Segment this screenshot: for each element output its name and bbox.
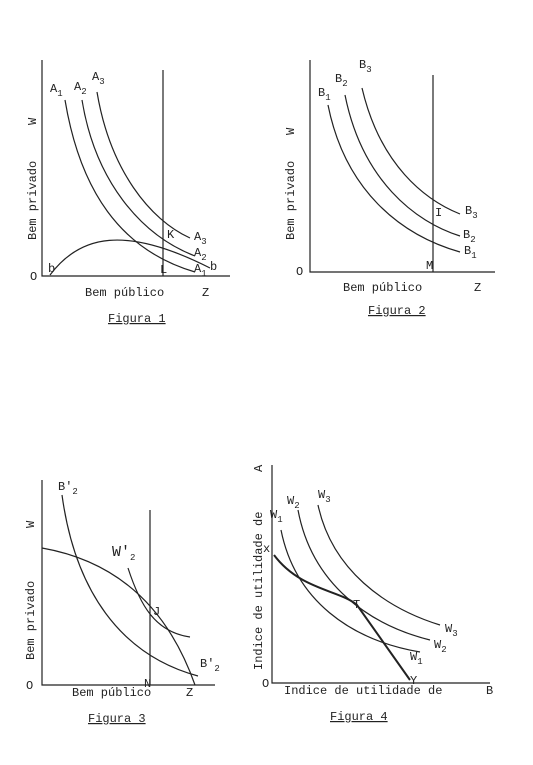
point-label: x <box>263 542 270 556</box>
curve <box>361 87 461 215</box>
origin: O <box>296 265 303 279</box>
point-label: M <box>426 259 433 273</box>
curve-label: B1 <box>464 244 477 261</box>
curve <box>327 104 461 253</box>
point-label: b <box>210 260 217 274</box>
curve-label: W3 <box>445 622 458 639</box>
x-axis-end: Z <box>474 281 481 295</box>
curve <box>49 239 211 276</box>
curve-label: W1 <box>270 508 283 525</box>
point-label: K <box>167 228 175 242</box>
curve-label: A3 <box>92 70 105 87</box>
curve-label: B2 <box>463 228 476 245</box>
curve-label: W2 <box>434 638 447 655</box>
axes <box>271 465 490 684</box>
curve <box>64 99 196 273</box>
curve-label: W1 <box>410 650 423 667</box>
curve-label: W'2 <box>112 544 135 563</box>
curve <box>344 94 461 237</box>
x-axis-label: Indice de utilidade de <box>284 684 442 698</box>
point-label: J <box>153 605 160 619</box>
axes <box>41 480 215 686</box>
x-axis-label: Bem público <box>72 686 151 700</box>
curve-label: B3 <box>359 58 372 75</box>
curve-label: W2 <box>287 494 300 511</box>
curve <box>127 567 191 638</box>
point-label: Y <box>410 674 417 688</box>
curve-label: A2 <box>194 246 207 263</box>
y-axis-label: Indice de utilidade de <box>252 512 266 670</box>
axes <box>41 60 230 277</box>
axes <box>309 60 495 273</box>
curve <box>96 91 191 239</box>
origin: O <box>30 270 37 284</box>
curve-label: B'2 <box>58 480 78 497</box>
curve <box>61 494 199 677</box>
curve <box>297 509 431 641</box>
curve <box>41 547 196 686</box>
curve <box>81 99 196 257</box>
x-axis-end: B <box>486 684 493 698</box>
x-axis-end: Z <box>202 286 209 300</box>
point-label: T <box>353 598 360 612</box>
curve-label: B'2 <box>200 657 220 674</box>
y-axis-top: W <box>24 520 38 528</box>
y-axis-top: W <box>26 117 40 125</box>
caption: Figura 2 <box>368 304 426 318</box>
figure-2: W Bem privado O Bem público Z I M B1 B2 … <box>284 58 495 318</box>
curve-label: A3 <box>194 230 207 247</box>
curve-label: B1 <box>318 86 331 103</box>
curve-label: B3 <box>465 204 478 221</box>
point-label: N <box>144 677 151 691</box>
x-axis-label: Bem público <box>85 286 164 300</box>
y-axis-label: Bem privado <box>24 581 38 660</box>
curve <box>280 529 421 653</box>
figure-4: A Indice de utilidade de O Indice de uti… <box>252 464 493 724</box>
caption: Figura 4 <box>330 710 388 724</box>
y-axis-label: Bem privado <box>26 161 40 240</box>
frontier <box>273 554 411 681</box>
curve-label: A1 <box>50 82 63 99</box>
y-axis-top: W <box>284 127 298 135</box>
x-axis-end: Z <box>186 686 193 700</box>
curve-label: A1 <box>194 262 207 279</box>
x-axis-label: Bem público <box>343 281 422 295</box>
curve-label: A2 <box>74 80 87 97</box>
curve-label: W3 <box>318 488 331 505</box>
caption: Figura 1 <box>108 312 166 326</box>
y-axis-label: Bem privado <box>284 161 298 240</box>
figure-1: W Bem privado O b Bem público Z K L b A1… <box>26 60 230 326</box>
point-label: I <box>435 206 442 220</box>
origin: O <box>262 677 269 691</box>
origin: O <box>26 679 33 693</box>
curve <box>317 504 441 626</box>
point-label: L <box>160 263 167 277</box>
curve-label: B2 <box>335 72 348 89</box>
y-axis-top: A <box>252 464 266 472</box>
figure-3: W Bem privado O Bem público Z J N B'2 B'… <box>24 480 220 726</box>
caption: Figura 3 <box>88 712 146 726</box>
point-label: b <box>48 262 55 276</box>
